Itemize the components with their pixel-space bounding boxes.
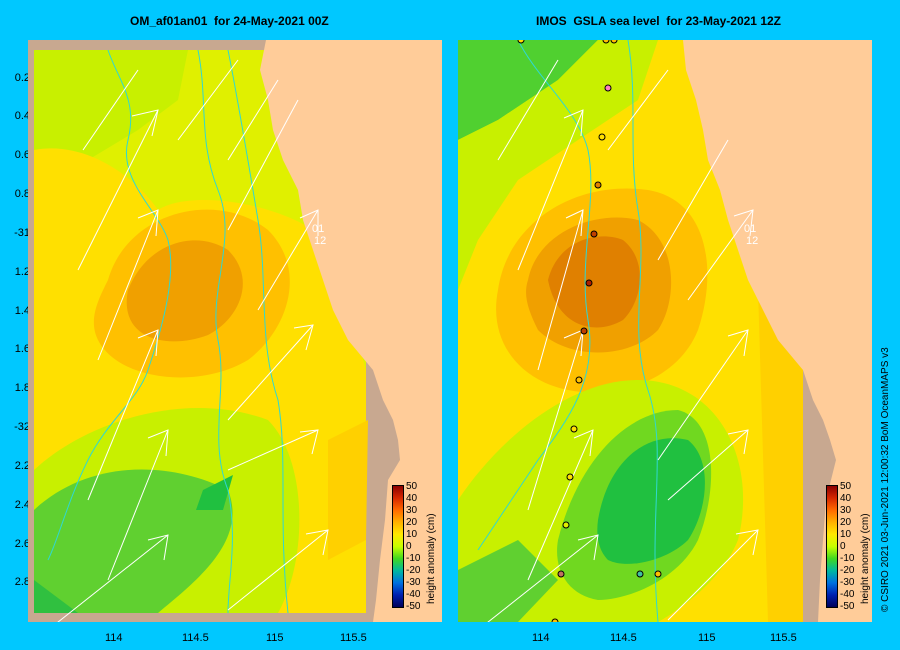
y-tick: -31 (14, 227, 30, 239)
contour-band (34, 469, 233, 613)
x-tick: 114 (532, 632, 550, 644)
colorbar-label: 0 (406, 541, 412, 552)
contour-band (458, 40, 598, 140)
colorbar-label: 40 (406, 493, 418, 504)
colorbar-label: 50 (406, 481, 418, 492)
observation-dots (517, 40, 662, 622)
right-map-panel: 01 12 (458, 40, 872, 622)
x-tick: 115 (698, 632, 716, 644)
x-tick: 115 (266, 632, 284, 644)
colorbar-label: 20 (406, 517, 418, 528)
colorbar-title-right: height anomaly (cm) (860, 513, 871, 604)
current-vectors (487, 59, 759, 622)
y-tick: 2.2 (14, 460, 30, 472)
vector-time-label: 01 (744, 223, 756, 235)
y-tick: 2.4 (14, 499, 30, 511)
left-map-title: OM_af01an01 for 24-May-2021 00Z (130, 14, 329, 28)
y-tick: 0.2 (14, 72, 30, 84)
colorbar-label: -30 (840, 577, 855, 588)
contour-band (758, 280, 803, 622)
isobath-line (227, 49, 289, 614)
colorbar-label: 50 (840, 481, 852, 492)
y-tick: 1.2 (14, 266, 30, 278)
y-tick: 2.8 (14, 576, 30, 588)
colorbar-left (392, 485, 404, 608)
colorbar-label: -20 (840, 565, 855, 576)
colorbar-label: -10 (840, 553, 855, 564)
isobath-line (477, 40, 592, 551)
land-mass (260, 40, 442, 622)
colorbar-label: 30 (406, 505, 418, 516)
x-tick: 115.5 (340, 632, 367, 644)
isobath-line (627, 40, 659, 622)
colorbar-label: -50 (840, 601, 855, 612)
colorbar-label: -40 (406, 589, 421, 600)
contour-band (548, 236, 640, 328)
isobath-line (197, 49, 233, 614)
y-tick: 0.4 (14, 110, 30, 122)
y-tick: 1.6 (14, 343, 30, 355)
colorbar-label: 30 (840, 505, 852, 516)
x-tick: 115.5 (770, 632, 797, 644)
colorbar-label: 10 (840, 529, 852, 540)
colorbar-title-left: height anomaly (cm) (426, 513, 437, 604)
contour-band (34, 580, 78, 613)
contour-band (34, 50, 188, 160)
y-tick: 1.4 (14, 305, 30, 317)
y-tick: 2.6 (14, 538, 30, 550)
x-tick: 114.5 (182, 632, 209, 644)
contour-band (126, 240, 243, 342)
left-map-svg: 01 12 (28, 40, 442, 622)
colorbar-right (826, 485, 838, 608)
current-vectors (57, 59, 329, 622)
contour-band (458, 40, 658, 290)
contour-band (597, 438, 705, 564)
contour-band (196, 475, 233, 510)
vector-time-label: 12 (746, 235, 758, 247)
land-mass (683, 40, 872, 622)
colorbar-label: -20 (406, 565, 421, 576)
x-tick: 114 (105, 632, 123, 644)
colorbar-label: 40 (840, 493, 852, 504)
x-tick: 114.5 (610, 632, 637, 644)
right-map-svg: 01 12 (458, 40, 872, 622)
contour-band (328, 420, 368, 560)
colorbar-label: 20 (840, 517, 852, 528)
contour-band (458, 540, 558, 622)
y-tick: 0.6 (14, 149, 30, 161)
vector-time-label: 12 (314, 235, 326, 247)
isobath-line (47, 49, 172, 561)
y-tick: 1.8 (14, 382, 30, 394)
colorbar-label: -30 (406, 577, 421, 588)
right-map-title: IMOS GSLA sea level for 23-May-2021 12Z (536, 14, 781, 28)
left-map-panel: 01 12 (28, 40, 442, 622)
y-tick: 0.8 (14, 188, 30, 200)
colorbar-label: 0 (840, 541, 846, 552)
colorbar-label: -40 (840, 589, 855, 600)
colorbar-label: -50 (406, 601, 421, 612)
colorbar-label: 10 (406, 529, 418, 540)
colorbar-label: -10 (406, 553, 421, 564)
vector-time-label: 01 (312, 223, 324, 235)
y-tick: -32 (14, 421, 30, 433)
copyright-notice: © CSIRO 2021 03-Jun-2021 12:00:32 BoM Oc… (880, 347, 891, 612)
